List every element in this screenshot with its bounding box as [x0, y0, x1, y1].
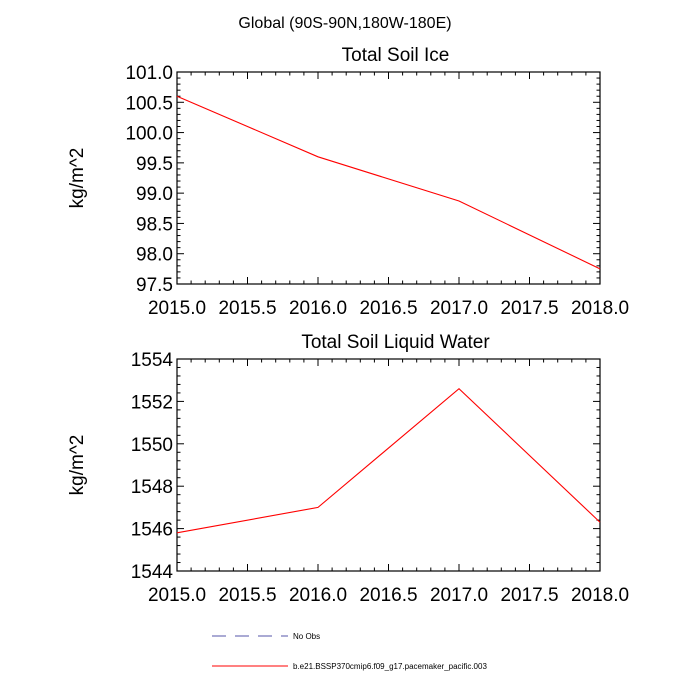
y-tick-label: 98.5 [136, 214, 173, 235]
y-tick-label: 1554 [131, 350, 174, 371]
x-tick-label: 2018.0 [571, 298, 629, 319]
x-tick-label: 2017.0 [430, 298, 488, 319]
x-tick-label: 2015.0 [148, 298, 206, 319]
chart-legend: No Obs b.e21.BSSP370cmip6.f09_g17.pacemak… [212, 632, 487, 671]
x-tick-label: 2016.5 [359, 298, 417, 319]
series-line-1 [176, 95, 601, 270]
series-line-1 [176, 387, 601, 534]
x-tick-label: 2017.5 [500, 585, 558, 606]
figure-suptitle: Global (90S-90N,180W-180E) [238, 15, 451, 32]
x-tick-label: 2015.5 [218, 298, 276, 319]
y-tick-label: 99.5 [136, 154, 173, 175]
x-tick-label: 2015.5 [218, 585, 276, 606]
panel-title: Total Soil Ice [342, 45, 450, 66]
plot-frame [176, 358, 601, 572]
y-tick-label: 98.0 [136, 245, 173, 266]
x-tick-label: 2016.5 [359, 585, 417, 606]
y-axis-label: kg/m^2 [67, 148, 88, 209]
x-tick-label: 2016.0 [289, 298, 347, 319]
plot-frame [176, 71, 601, 285]
y-tick-label: 97.5 [136, 275, 173, 296]
y-tick-label: 99.0 [136, 184, 173, 205]
x-tick-label: 2017.0 [430, 585, 488, 606]
x-tick-label: 2016.0 [289, 585, 347, 606]
chart-panels: Total Soil Ice kg/m^2 2015.0 2015.5 2016.0 20… [67, 45, 629, 606]
y-tick-label: 100.0 [125, 124, 173, 145]
panel-2: Total Soil Liquid Water kg/m^2 2015.0 2015.… [67, 332, 629, 606]
y-tick-label: 100.5 [125, 93, 173, 114]
legend-label-1: No Obs [293, 632, 320, 641]
legend-label-2: b.e21.BSSP370cmip6.f09_g17.pacemaker_pac… [293, 662, 487, 671]
y-tick-label: 1552 [131, 392, 173, 413]
y-tick-label: 1550 [131, 435, 173, 456]
x-tick-label: 2017.5 [500, 298, 558, 319]
y-axis-label: kg/m^2 [67, 435, 88, 496]
y-tick-label: 101.0 [125, 63, 173, 84]
panel-title: Total Soil Liquid Water [301, 332, 490, 353]
x-tick-label: 2015.0 [148, 585, 206, 606]
panel-1: Total Soil Ice kg/m^2 2015.0 2015.5 2016.0 20… [67, 45, 629, 319]
y-tick-label: 1546 [131, 520, 173, 541]
x-tick-label: 2018.0 [571, 585, 629, 606]
y-tick-label: 1548 [131, 477, 173, 498]
y-tick-label: 1544 [131, 562, 174, 583]
